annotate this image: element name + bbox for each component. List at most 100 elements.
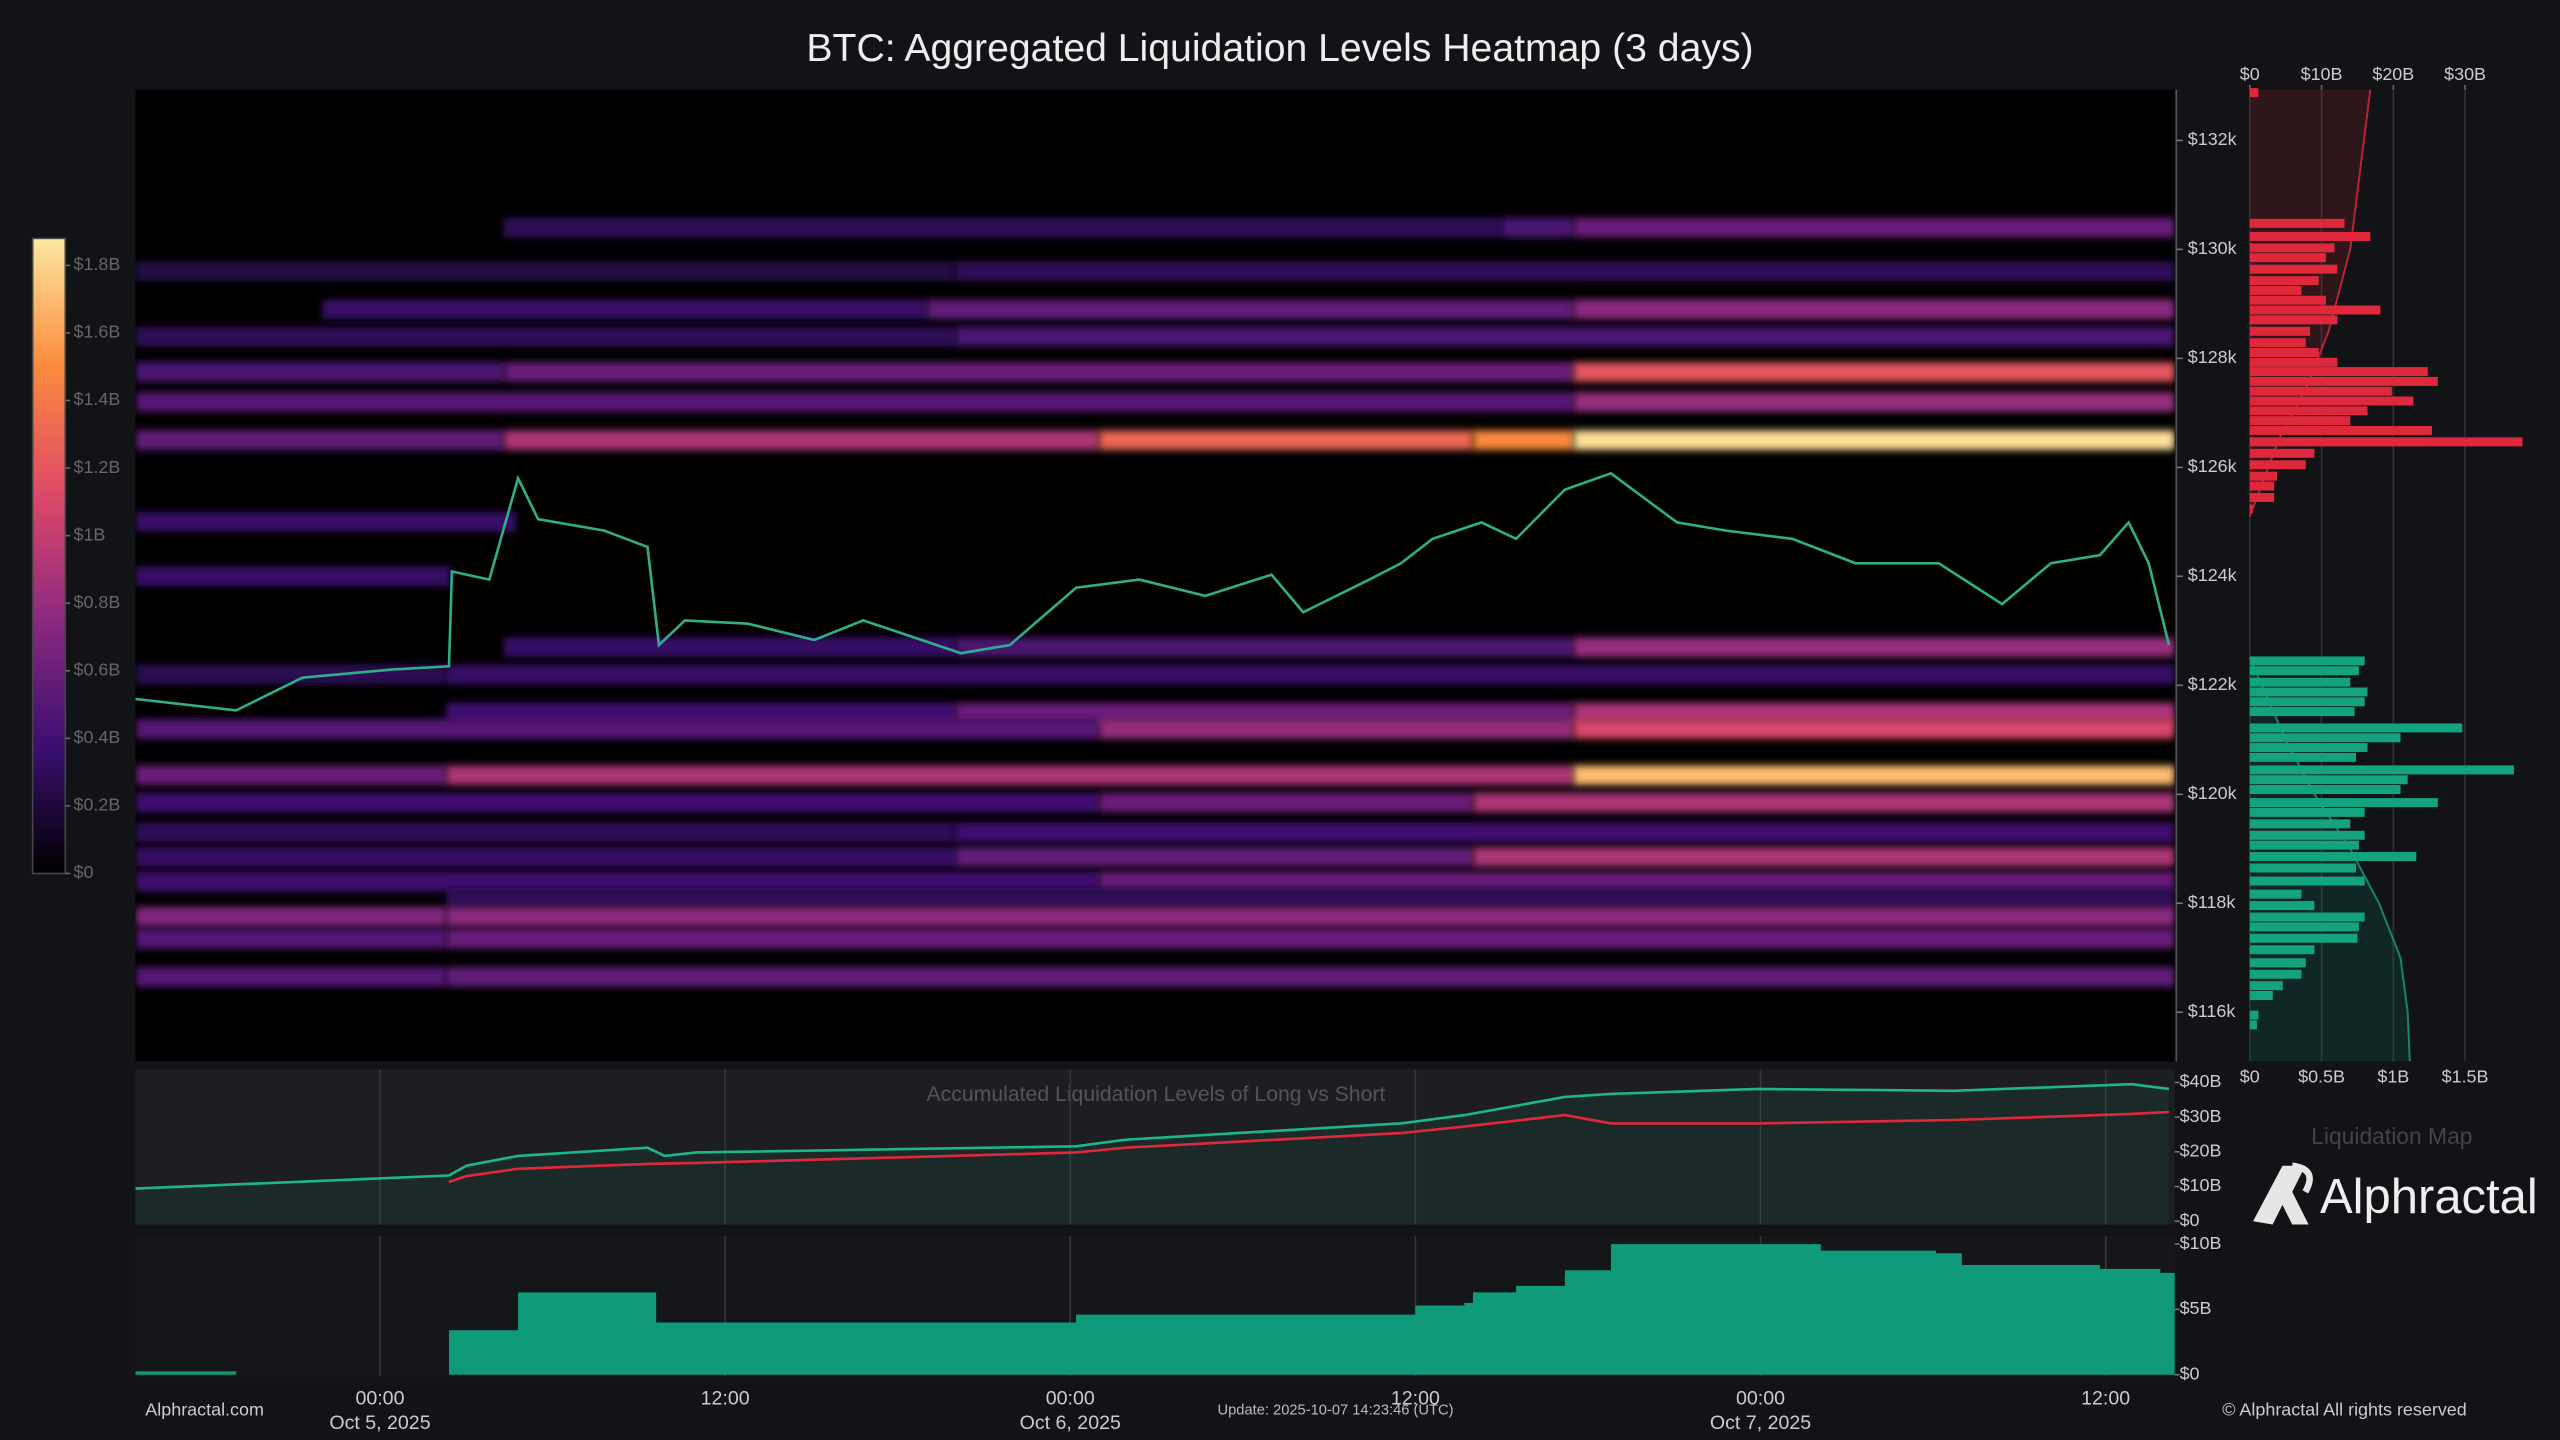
y-tick-label: $124k	[2188, 565, 2237, 585]
liquidation-bar	[2249, 376, 2438, 386]
liquidation-bar	[2249, 958, 2306, 968]
heat-band	[135, 362, 504, 382]
cumulative-area	[2249, 89, 2371, 517]
y-tick-label: $132k	[2188, 129, 2237, 149]
colorbar-label: $1B	[73, 524, 105, 544]
heat-band	[503, 362, 1574, 382]
heat-band	[135, 928, 447, 949]
x-tick-label: 00:00	[1046, 1387, 1095, 1409]
x-tick-label: $0.5B	[2298, 1066, 2345, 1086]
y-tick-label: $130k	[2188, 238, 2237, 258]
heat-band	[503, 217, 1502, 238]
y-tick-label: $30B	[2180, 1106, 2222, 1126]
y-tick-label: $10B	[2180, 1233, 2222, 1253]
liquidation-bar	[2249, 338, 2306, 348]
liquidation-bar	[2249, 253, 2326, 263]
liquidation-bar	[2249, 990, 2273, 1000]
liquidation-bar	[2249, 264, 2338, 274]
heat-band	[1099, 792, 1473, 813]
heat-band	[503, 430, 1100, 450]
map-title: Liquidation Map	[2311, 1123, 2472, 1149]
heat-band	[1099, 430, 1473, 450]
colorbar-label: $0.8B	[73, 592, 120, 612]
liquidation-bar	[2249, 840, 2359, 850]
liquidation-bar	[2249, 969, 2302, 979]
liquidation-bar	[2249, 285, 2302, 295]
heat-band	[1099, 719, 1574, 739]
heat-band	[518, 512, 2175, 532]
x-tick-label: 12:00	[1391, 1387, 1440, 1409]
heat-band	[955, 637, 1574, 657]
liquidation-bar	[2249, 492, 2275, 502]
liquidation-bar	[2249, 88, 2259, 98]
liquidation-bar	[2249, 752, 2357, 762]
heat-band	[1501, 217, 1574, 238]
liquidation-bar	[2249, 425, 2433, 435]
liquidation-bar	[2249, 933, 2358, 943]
y-tick-label: $20B	[2180, 1141, 2222, 1161]
liquidation-bar	[2249, 819, 2351, 829]
liquidation-bar	[2249, 396, 2414, 406]
copyright: © Alphractal All rights reserved	[2222, 1399, 2467, 1419]
source: Alphractal.com	[145, 1399, 264, 1419]
heat-band	[446, 765, 1574, 786]
heat-band	[135, 847, 956, 867]
cumulative-line	[2248, 89, 2372, 517]
liquidation-bar	[2249, 707, 2355, 717]
y-tick-label: $126k	[2188, 456, 2237, 476]
heat-band	[446, 702, 956, 723]
liquidation-bar	[2249, 305, 2381, 315]
liquidation-bar	[2249, 348, 2319, 358]
liquidation-bar	[2249, 666, 2359, 676]
heat-band	[1573, 299, 2175, 320]
heat-band	[135, 967, 447, 987]
heat-band	[1573, 362, 2175, 382]
x2-tick-label: $30B	[2444, 64, 2486, 84]
y-tick-label: $40B	[2180, 1071, 2222, 1091]
y-tick-label: $0	[2180, 1363, 2200, 1383]
x2-tick-label: $10B	[2301, 64, 2343, 84]
heat-band	[446, 664, 2175, 685]
liquidation-bar	[2249, 743, 2368, 753]
y-tick-label: $0	[2180, 1210, 2200, 1230]
colorbar-label: $0.6B	[73, 660, 120, 680]
heat-band	[135, 822, 956, 843]
x-tick-label: $1.5B	[2442, 1066, 2489, 1086]
liquidation-bar	[2249, 723, 2463, 733]
x2-tick-label: $20B	[2372, 64, 2414, 84]
panel-title: Accumulated Liquidation Levels of Long v…	[926, 1083, 1385, 1106]
liquidation-bar	[2249, 945, 2315, 955]
x-tick-label: $1B	[2377, 1066, 2409, 1086]
cumulative-area	[2249, 658, 2410, 1062]
x-tick-label: $0	[2240, 1066, 2260, 1086]
heat-band	[135, 664, 447, 685]
heat-band	[135, 430, 504, 450]
price-line	[135, 471, 2171, 712]
heat-band	[1573, 719, 2175, 739]
heat-band	[1099, 871, 2175, 892]
liquidation-bar	[2249, 504, 2253, 514]
y-tick-label: $120k	[2188, 783, 2237, 803]
heat-band	[446, 907, 2175, 927]
heat-band	[955, 702, 1574, 723]
chart-title: BTC: Aggregated Liquidation Levels Heatm…	[806, 27, 1753, 70]
liquidation-bar	[2249, 765, 2514, 775]
x-tick-label: 00:00	[1736, 1387, 1785, 1409]
line	[135, 1082, 2170, 1190]
liquidation-bar	[2249, 357, 2338, 367]
cumulative-line	[2248, 657, 2411, 1062]
heat-band	[955, 822, 2175, 843]
liquidation-bar	[2249, 677, 2351, 687]
colorbar	[31, 237, 67, 875]
heat-band	[446, 928, 2175, 949]
liquidation-bar	[2249, 416, 2351, 426]
heat-band	[135, 792, 1100, 813]
heat-band	[135, 566, 452, 587]
liquidation-bar	[2249, 912, 2365, 922]
liquidation-bar	[2249, 231, 2371, 241]
heat-band	[1472, 430, 1574, 450]
line	[448, 1110, 2170, 1184]
